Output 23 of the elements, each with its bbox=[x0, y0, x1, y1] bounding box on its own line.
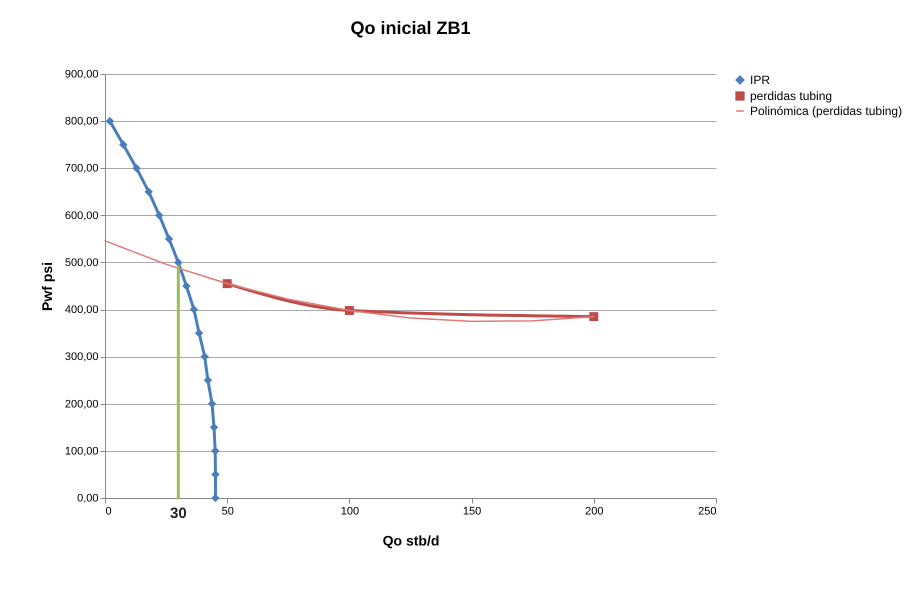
y-tick-label: 800,00 bbox=[64, 116, 98, 128]
y-tick-label: 300,00 bbox=[64, 351, 98, 364]
y-tick-label: 600,00 bbox=[64, 210, 98, 222]
x-tick-label: 250 bbox=[698, 506, 716, 518]
annotation: 30 bbox=[170, 505, 187, 522]
x-tick-label: 0 bbox=[106, 506, 112, 518]
y-axis-title: Pwf psi bbox=[38, 262, 55, 312]
legend-label: IPR bbox=[750, 73, 770, 87]
y-tick-label: 100,00 bbox=[64, 445, 98, 458]
y-tick-label: 500,00 bbox=[64, 256, 98, 269]
y-tick-label: 200,00 bbox=[64, 398, 98, 410]
x-tick-label: 50 bbox=[222, 506, 234, 518]
x-axis-title: Qo stb/d bbox=[382, 532, 440, 548]
x-tick-label: 200 bbox=[585, 506, 604, 518]
y-tick-label: 900,00 bbox=[64, 68, 98, 80]
y-tick-label: 400,00 bbox=[64, 304, 98, 316]
legend-label: Polinómica (perdidas tubing) bbox=[750, 104, 902, 118]
y-tick-label: 0,00 bbox=[77, 492, 98, 504]
x-tick-label: 150 bbox=[462, 506, 482, 518]
legend-label: perdidas tubing bbox=[750, 89, 832, 103]
chart-title: Qo inicial ZB1 bbox=[350, 18, 471, 38]
x-tick-label: 100 bbox=[340, 506, 360, 518]
y-tick-label: 700,00 bbox=[64, 162, 98, 175]
